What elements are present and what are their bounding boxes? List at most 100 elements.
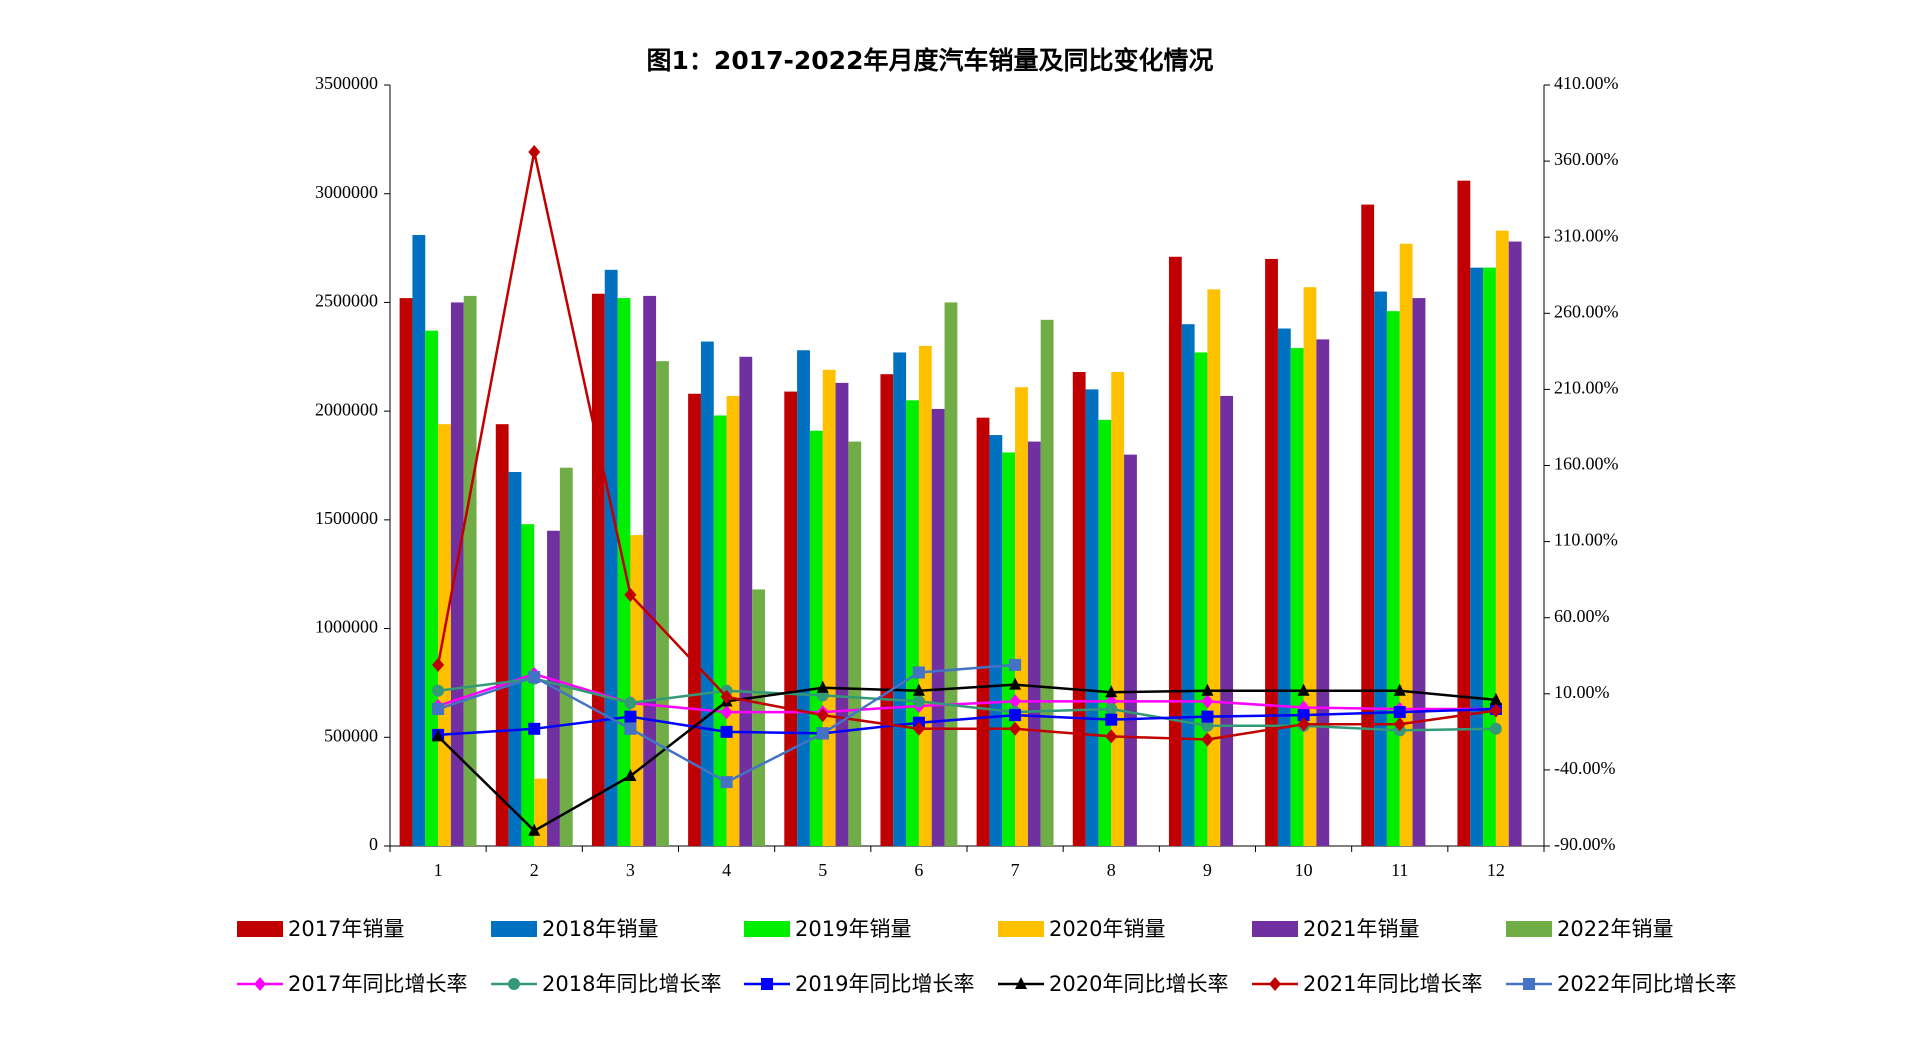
legend-marker	[761, 978, 773, 990]
bar	[1457, 180, 1471, 846]
bar	[1168, 256, 1182, 847]
bar	[521, 524, 535, 846]
line-marker	[1105, 685, 1118, 698]
y-tick-label: 3000000	[315, 182, 378, 202]
bar	[1002, 452, 1016, 846]
bar	[688, 393, 701, 846]
line-marker	[1201, 719, 1214, 732]
legend-swatch	[1252, 921, 1298, 937]
legend-label: 2019年同比增长率	[795, 972, 974, 996]
line-marker	[720, 776, 733, 789]
y-tick-label: 3500000	[315, 73, 378, 93]
line-marker	[1009, 709, 1022, 722]
legend-label: 2021年销量	[1303, 917, 1419, 941]
line-marker	[624, 710, 637, 723]
x-tick-label: 12	[1487, 860, 1505, 880]
legend-marker	[254, 977, 266, 991]
bar	[1374, 291, 1387, 846]
line-marker	[624, 696, 637, 709]
bar	[1399, 243, 1413, 847]
bar	[399, 298, 413, 847]
y2-tick-label: 260.00%	[1554, 301, 1619, 321]
y2-tick-label: 110.00%	[1554, 530, 1618, 550]
bar	[1303, 287, 1317, 846]
y2-tick-label: -90.00%	[1554, 834, 1616, 854]
bar	[848, 441, 862, 846]
bar	[822, 369, 836, 846]
line-marker	[624, 768, 637, 781]
bar	[604, 269, 618, 846]
bar	[880, 374, 894, 846]
bar	[906, 400, 919, 846]
line-marker	[1201, 683, 1214, 696]
y2-tick-label: 10.00%	[1554, 682, 1610, 702]
line-marker	[1489, 722, 1502, 735]
bar	[1277, 328, 1291, 846]
line-marker	[1297, 717, 1310, 732]
bar	[412, 235, 426, 847]
bar	[425, 330, 439, 846]
y2-tick-label: 410.00%	[1554, 73, 1619, 93]
y-tick-label: 2000000	[315, 399, 378, 419]
line-marker	[1489, 692, 1502, 705]
x-tick-label: 5	[818, 860, 827, 880]
line-marker	[1009, 694, 1022, 709]
line-marker	[432, 703, 445, 716]
legend-label: 2021年同比增长率	[1303, 972, 1482, 996]
line-marker	[1105, 713, 1118, 726]
y2-tick-label: 160.00%	[1554, 454, 1619, 474]
bar	[713, 415, 727, 846]
line	[436, 151, 1497, 741]
bar	[989, 435, 1003, 846]
bar	[931, 408, 945, 846]
bar	[1027, 441, 1041, 846]
line-marker	[528, 722, 541, 735]
x-tick-label: 3	[626, 860, 635, 880]
bar	[1072, 372, 1086, 846]
bar	[1316, 339, 1330, 846]
x-tick-label: 2	[530, 860, 539, 880]
legend-swatch	[491, 921, 537, 937]
legend-marker	[1523, 978, 1535, 990]
bar	[1098, 419, 1112, 846]
line-marker	[432, 729, 445, 742]
legend-label: 2018年销量	[542, 917, 658, 941]
legend-swatch	[1506, 921, 1552, 937]
line-marker	[720, 689, 733, 704]
bar	[1495, 230, 1509, 847]
bar	[918, 345, 932, 846]
bar	[1265, 258, 1278, 846]
line-marker	[624, 587, 637, 602]
y-tick-label: 500000	[324, 725, 378, 745]
bar	[534, 778, 548, 846]
line	[437, 683, 1497, 833]
line-marker	[1489, 703, 1502, 718]
legend-label: 2020年同比增长率	[1049, 972, 1228, 996]
legend-label: 2020年销量	[1049, 917, 1165, 941]
bar	[1220, 395, 1234, 846]
bar	[1412, 298, 1426, 847]
y2-tick-label: 210.00%	[1554, 378, 1619, 398]
line-marker	[528, 823, 541, 836]
bar	[1470, 267, 1484, 846]
bar	[559, 467, 573, 846]
legend-marker	[1015, 977, 1027, 989]
line-marker	[1393, 683, 1406, 696]
bar	[1015, 387, 1028, 846]
line-marker	[1201, 694, 1214, 709]
y2-tick-label: 360.00%	[1554, 149, 1619, 169]
x-tick-label: 8	[1107, 860, 1116, 880]
line-marker	[720, 725, 733, 738]
line-marker	[1297, 683, 1310, 696]
bar	[784, 391, 798, 846]
legend-swatch	[744, 921, 790, 937]
line-marker	[1105, 703, 1118, 716]
legend-label: 2018年同比增长率	[542, 972, 721, 996]
line-marker	[1297, 709, 1310, 722]
bar	[739, 356, 753, 846]
line-marker	[1393, 717, 1406, 732]
y2-tick-label: 310.00%	[1554, 225, 1619, 245]
y2-tick-label: -40.00%	[1554, 758, 1616, 778]
bar	[893, 352, 907, 846]
line-marker	[1009, 658, 1022, 671]
